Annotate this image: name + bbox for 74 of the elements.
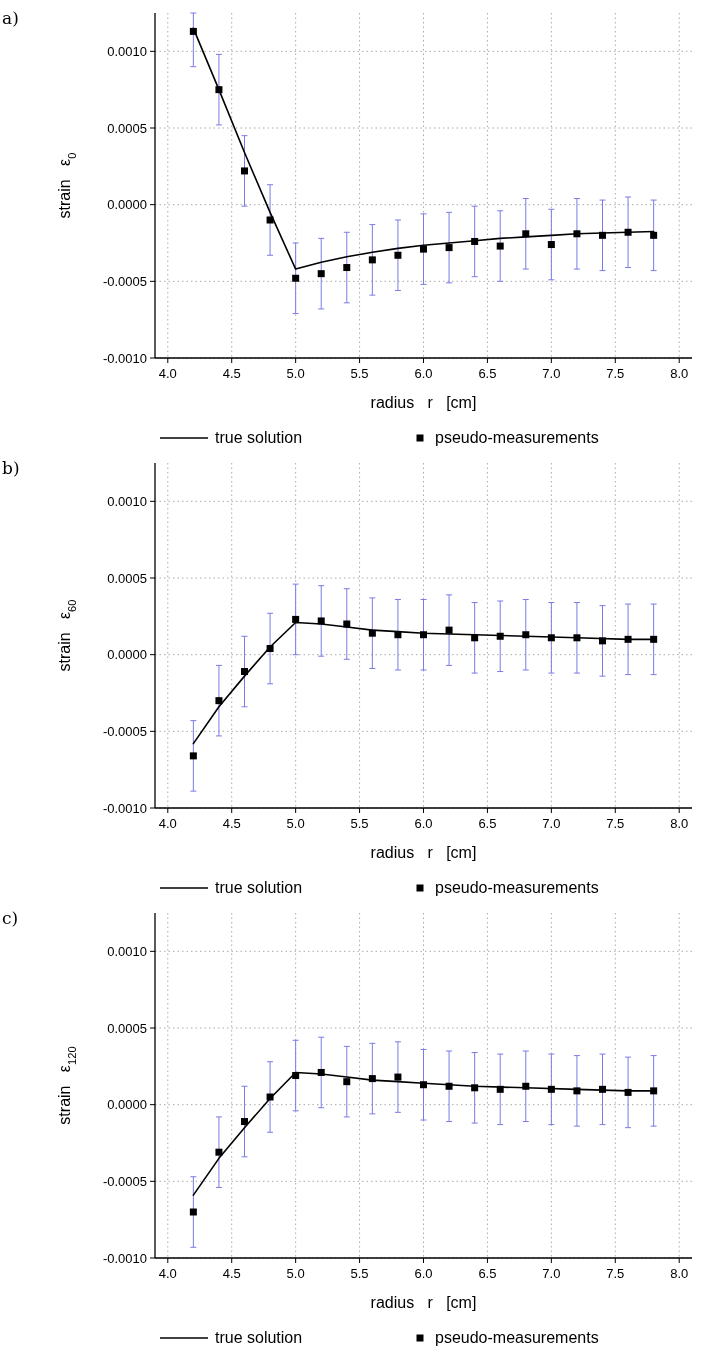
y-tick-label: 0.0010 — [107, 493, 147, 509]
y-tick-label: 0.0005 — [107, 570, 147, 586]
x-axis-title: radius r [cm] — [370, 844, 477, 861]
point — [343, 264, 351, 272]
x-tick-label: 5.5 — [350, 366, 369, 381]
x-tick-label: 4.5 — [222, 816, 241, 831]
y-tick-label: -0.0010 — [102, 350, 147, 366]
legend-label: pseudo-measurements — [435, 429, 599, 446]
x-tick-label: 5.0 — [286, 816, 305, 831]
text: a) — [2, 8, 19, 28]
x-tick-label: 6.0 — [414, 1266, 433, 1281]
y-tick-label: 0.0000 — [107, 197, 147, 213]
x-tick-label: 6.5 — [478, 366, 497, 381]
point — [547, 241, 555, 249]
x-tick-label: 7.5 — [606, 1266, 625, 1281]
point — [650, 231, 658, 239]
point — [420, 245, 427, 253]
x-tick-label: 5.0 — [286, 1266, 305, 1281]
legend-label: pseudo-measurements — [435, 879, 599, 896]
point — [343, 1078, 351, 1086]
legend-label: true solution — [215, 1329, 303, 1346]
x-tick-label: 7.0 — [542, 1266, 561, 1281]
point — [394, 1073, 402, 1081]
point — [241, 167, 248, 175]
x-tick-label: 5.5 — [350, 816, 369, 831]
x-tick-label: 4.5 — [222, 366, 241, 381]
x-tick-label: 8.0 — [670, 366, 689, 381]
point — [189, 1208, 197, 1216]
text: b) — [2, 458, 20, 478]
y-tick-label: -0.0005 — [102, 1173, 147, 1189]
text: c) — [2, 908, 19, 928]
x-tick-label: 4.0 — [158, 366, 177, 381]
point — [292, 615, 300, 623]
y-tick-label: -0.0010 — [102, 1250, 147, 1266]
point — [496, 242, 504, 250]
y-tick-label: -0.0010 — [102, 800, 147, 816]
point — [215, 1148, 223, 1156]
x-tick-label: 7.5 — [606, 366, 625, 381]
x-tick-label: 6.0 — [414, 816, 433, 831]
x-tick-label: 8.0 — [670, 816, 689, 831]
x-tick-label: 7.0 — [542, 366, 561, 381]
y-tick-label: 0.0005 — [107, 120, 147, 136]
point — [394, 251, 402, 259]
point — [215, 697, 223, 705]
y-tick-label: 0.0005 — [107, 1020, 147, 1036]
x-tick-label: 5.0 — [286, 366, 305, 381]
x-tick-label: 5.5 — [350, 1266, 369, 1281]
point — [650, 635, 658, 643]
x-tick-label: 4.0 — [158, 1266, 177, 1281]
y-tick-label: 0.0010 — [107, 43, 147, 59]
point — [241, 1118, 248, 1126]
x-tick-label: 4.5 — [222, 1266, 241, 1281]
x-tick-label: 6.5 — [478, 816, 497, 831]
y-tick-label: 0.0010 — [107, 943, 147, 959]
y-tick-label: -0.0005 — [102, 723, 147, 739]
x-axis-title: radius r [cm] — [370, 1294, 477, 1311]
x-tick-label: 7.5 — [606, 816, 625, 831]
x-tick-label: 6.5 — [478, 1266, 497, 1281]
x-tick-label: 7.0 — [542, 816, 561, 831]
legend-label: pseudo-measurements — [435, 1329, 599, 1346]
x-tick-label: 8.0 — [670, 1266, 689, 1281]
point — [189, 752, 197, 760]
point — [317, 270, 325, 278]
x-tick-label: 4.0 — [158, 816, 177, 831]
point — [445, 244, 453, 252]
x-axis-title: radius r [cm] — [370, 394, 477, 411]
x-tick-label: 6.0 — [414, 366, 433, 381]
legend-label: true solution — [215, 429, 303, 446]
y-tick-label: 0.0000 — [107, 647, 147, 663]
legend-label: true solution — [215, 879, 303, 896]
y-tick-label: -0.0005 — [102, 273, 147, 289]
y-tick-label: 0.0000 — [107, 1097, 147, 1113]
point — [292, 274, 300, 282]
point — [368, 256, 376, 264]
